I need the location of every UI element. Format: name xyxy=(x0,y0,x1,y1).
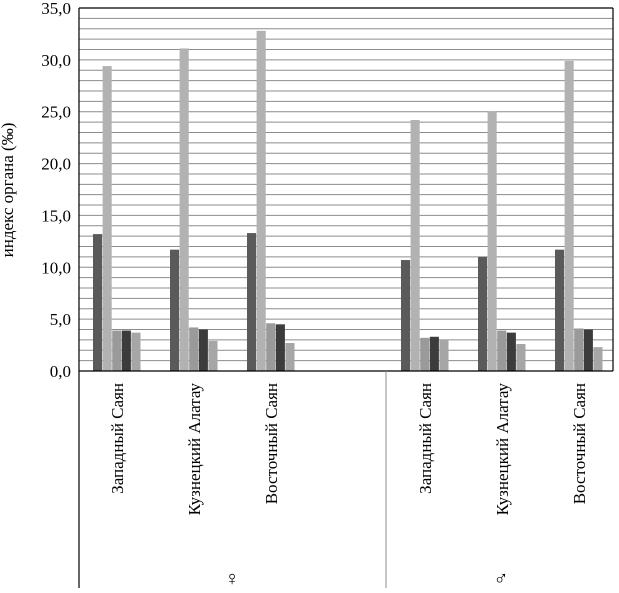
bar xyxy=(506,332,516,371)
y-tick-label: 10,0 xyxy=(41,258,71,277)
x-category-label: Кузнецкий Алатау xyxy=(185,383,204,516)
y-tick-label: 35,0 xyxy=(41,0,71,18)
x-category-label: Западный Саян xyxy=(108,383,127,494)
y-tick-label: 0,0 xyxy=(50,362,71,381)
y-axis-label: индекс органа (‰) xyxy=(0,123,17,258)
bar xyxy=(555,249,565,371)
bar xyxy=(574,328,584,371)
bar xyxy=(247,233,257,371)
y-tick-label: 25,0 xyxy=(41,103,71,122)
x-category-label: Кузнецкий Алатау xyxy=(493,383,512,516)
y-tick-label: 20,0 xyxy=(41,155,71,174)
y-tick-label: 15,0 xyxy=(41,206,71,225)
bar xyxy=(487,111,497,371)
bar xyxy=(179,48,189,371)
y-tick-label: 5,0 xyxy=(50,310,71,329)
bar xyxy=(429,336,439,371)
x-category-label: Западный Саян xyxy=(416,383,435,494)
bar xyxy=(189,327,199,371)
bar xyxy=(266,323,276,371)
x-category-label: Восточный Саян xyxy=(262,383,281,504)
x-group-label: ♀ xyxy=(225,568,240,588)
bar xyxy=(275,324,285,371)
bar xyxy=(102,66,112,371)
y-tick-label: 30,0 xyxy=(41,51,71,70)
bar xyxy=(410,120,420,371)
bar xyxy=(170,249,180,371)
bar xyxy=(401,260,411,371)
bar xyxy=(478,256,488,371)
x-category-label: Восточный Саян xyxy=(570,383,589,504)
bar xyxy=(121,330,131,371)
bar xyxy=(420,337,430,371)
bar xyxy=(112,330,122,371)
bar xyxy=(198,329,208,371)
bar xyxy=(583,329,593,371)
bar xyxy=(497,330,507,371)
bar xyxy=(93,234,103,371)
bar xyxy=(256,30,266,372)
bar xyxy=(131,332,141,371)
bar xyxy=(516,344,526,371)
bar xyxy=(564,60,574,371)
bar xyxy=(593,347,603,371)
bar xyxy=(285,342,295,371)
bar xyxy=(439,339,449,371)
bar xyxy=(208,340,218,371)
x-group-label: ♂ xyxy=(494,568,509,588)
